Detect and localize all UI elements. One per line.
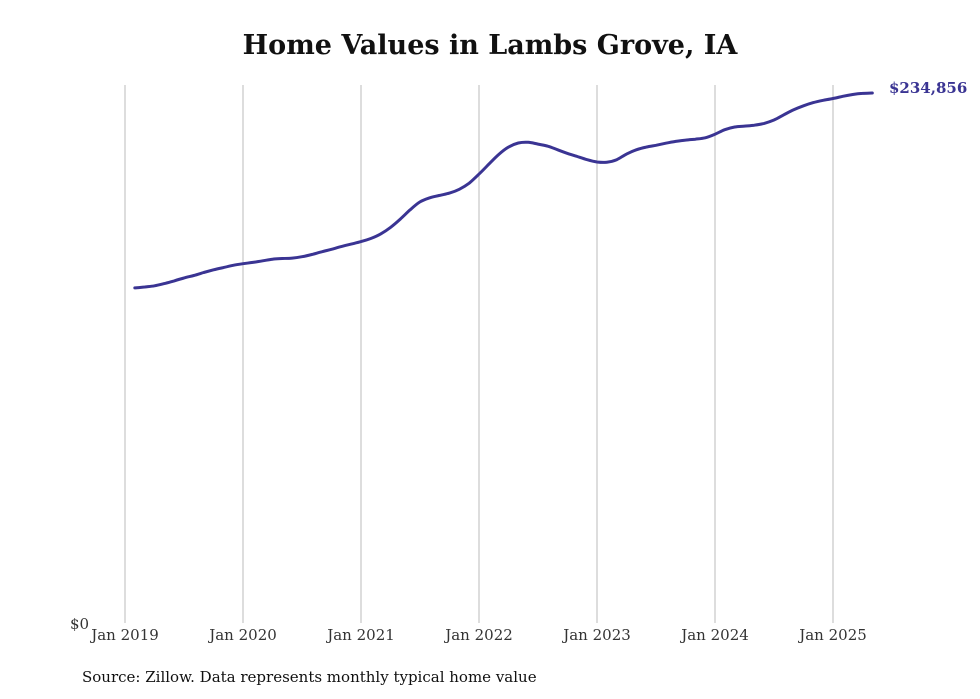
chart-title: Home Values in Lambs Grove, IA (242, 30, 738, 61)
x-tick-label: Jan 2024 (679, 626, 749, 644)
x-tick-label: Jan 2022 (443, 626, 513, 644)
source-note: Source: Zillow. Data represents monthly … (82, 668, 537, 686)
y-tick-label-zero: $0 (70, 615, 89, 633)
x-tick-label: Jan 2025 (797, 626, 867, 644)
grid-lines (124, 85, 834, 623)
x-tick-label: Jan 2019 (89, 626, 159, 644)
x-axis-ticks: Jan 2019 Jan 2020 Jan 2021 Jan 2022 Jan 2023… (89, 626, 867, 644)
x-tick-label: Jan 2023 (561, 626, 631, 644)
series-line-home-value (133, 91, 874, 290)
x-tick-label: Jan 2021 (325, 626, 395, 644)
latest-value-label: $234,856 (889, 79, 967, 97)
x-tick-label: Jan 2020 (207, 626, 277, 644)
